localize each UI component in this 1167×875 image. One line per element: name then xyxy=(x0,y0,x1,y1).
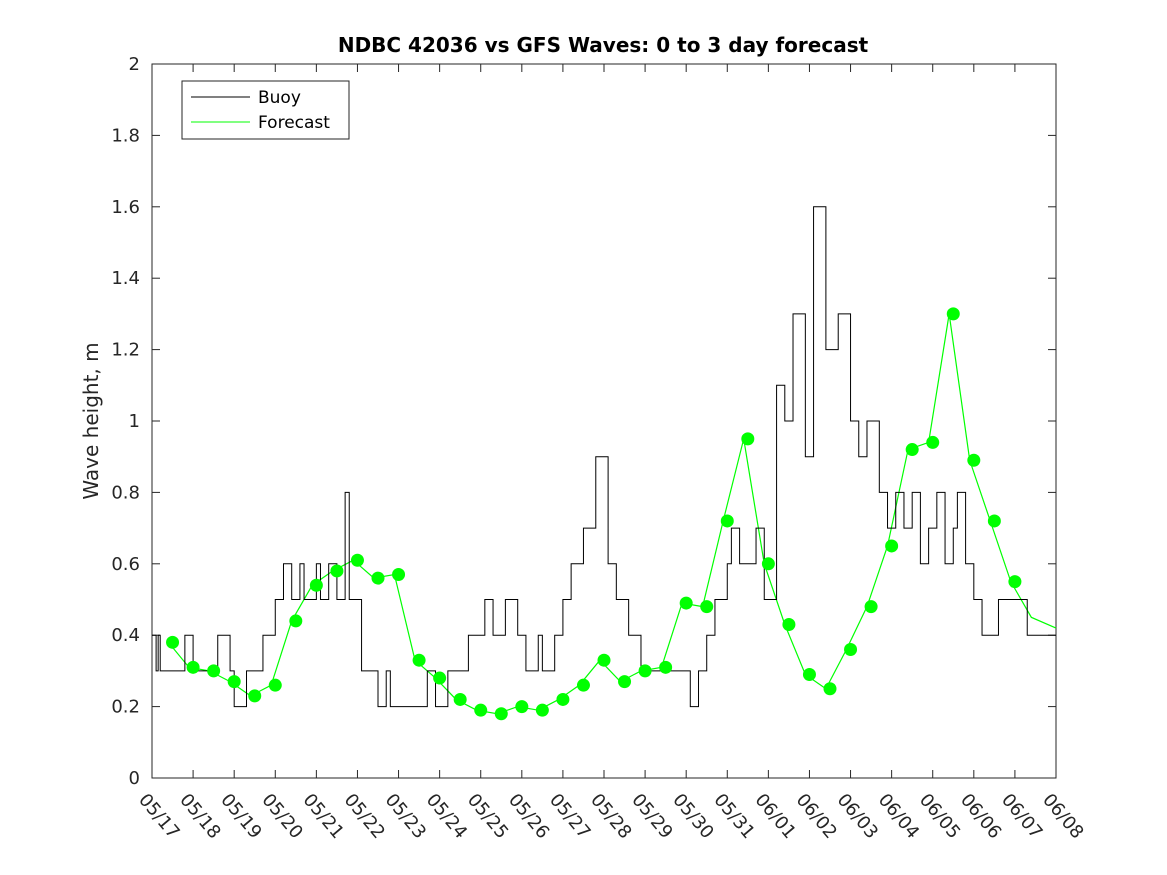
x-tick-label: 05/23 xyxy=(381,790,430,843)
forecast-marker xyxy=(330,564,344,578)
x-tick-label: 06/03 xyxy=(833,790,882,843)
x-tick-label: 05/29 xyxy=(627,790,676,843)
x-tick-label: 05/31 xyxy=(709,790,758,843)
forecast-marker xyxy=(535,703,549,717)
forecast-marker xyxy=(433,671,447,685)
x-tick-label: 06/05 xyxy=(915,790,964,843)
plot-frame xyxy=(151,63,1057,779)
legend-box xyxy=(181,80,350,140)
forecast-marker xyxy=(905,443,919,457)
forecast-marker xyxy=(926,435,940,449)
y-tick-label: 0.4 xyxy=(111,625,140,646)
chart-title: NDBC 42036 vs GFS Waves: 0 to 3 day fore… xyxy=(338,33,869,57)
forecast-marker xyxy=(392,568,406,582)
buoy-line xyxy=(152,206,1056,708)
x-tick-label: 05/30 xyxy=(668,790,717,843)
forecast-markers xyxy=(166,307,1022,721)
forecast-marker xyxy=(782,617,796,631)
forecast-marker xyxy=(371,571,385,585)
forecast-marker xyxy=(289,614,303,628)
forecast-marker xyxy=(309,578,323,592)
forecast-marker xyxy=(494,707,508,721)
forecast-marker xyxy=(597,653,611,667)
forecast-marker xyxy=(967,453,981,467)
y-axis: 0 0.2 0.4 0.6 0.8 1 1.2 1.4 1.6 1.8 2 xyxy=(111,54,1056,789)
forecast-marker xyxy=(186,660,200,674)
forecast-marker xyxy=(576,678,590,692)
forecast-marker xyxy=(453,692,467,706)
forecast-marker xyxy=(556,692,570,706)
forecast-marker xyxy=(638,664,652,678)
x-tick-label: 05/17 xyxy=(134,790,183,843)
y-tick-label: 1.6 xyxy=(111,197,140,218)
forecast-marker xyxy=(720,514,734,528)
y-tick-label: 1 xyxy=(129,411,140,432)
forecast-marker xyxy=(248,689,262,703)
forecast-marker xyxy=(844,642,858,656)
x-tick-label: 05/21 xyxy=(299,790,348,843)
forecast-marker xyxy=(515,700,529,714)
y-tick-label: 0.8 xyxy=(111,482,140,503)
x-tick-label: 06/04 xyxy=(874,790,923,843)
legend: Buoy Forecast xyxy=(181,80,350,140)
forecast-marker xyxy=(741,432,755,446)
forecast-marker xyxy=(268,678,282,692)
forecast-marker xyxy=(350,553,364,567)
y-tick-label: 2 xyxy=(129,54,140,75)
forecast-marker xyxy=(802,667,816,681)
y-tick-label: 1.4 xyxy=(111,268,140,289)
x-tick-label: 06/08 xyxy=(1038,790,1087,843)
y-tick-label: 1.2 xyxy=(111,340,140,361)
x-tick-label: 05/18 xyxy=(175,790,224,843)
forecast-marker xyxy=(885,539,899,553)
forecast-marker xyxy=(659,660,673,674)
forecast-marker xyxy=(946,307,960,321)
x-tick-label: 06/07 xyxy=(997,790,1046,843)
plot-area: 00.20.40.60.811.21.41.61.82 05/1705/1805… xyxy=(111,54,1087,843)
forecast-marker xyxy=(987,514,1001,528)
forecast-marker xyxy=(761,557,775,571)
legend-forecast-label: Forecast xyxy=(258,113,330,133)
forecast-marker xyxy=(207,664,221,678)
x-tick-label: 05/20 xyxy=(257,790,306,843)
y-tick-label: 0 xyxy=(129,768,140,789)
legend-buoy-label: Buoy xyxy=(258,88,301,108)
forecast-marker xyxy=(823,682,837,696)
forecast-marker xyxy=(864,600,878,614)
forecast-marker xyxy=(166,635,180,649)
x-tick-label: 05/24 xyxy=(422,790,471,843)
forecast-marker xyxy=(227,675,241,689)
x-tick-label: 05/25 xyxy=(463,790,512,843)
x-tick-label: 05/26 xyxy=(504,790,553,843)
buoy-series xyxy=(152,206,1056,708)
forecast-marker xyxy=(1008,575,1022,589)
x-tick-label: 05/27 xyxy=(545,790,594,843)
x-tick-label: 05/28 xyxy=(586,790,635,843)
y-tick-label: 0.2 xyxy=(111,697,140,718)
x-tick-label: 06/06 xyxy=(956,790,1005,843)
x-tick-label: 05/19 xyxy=(216,790,265,843)
forecast-marker xyxy=(474,703,488,717)
x-tick-label: 05/22 xyxy=(340,790,389,843)
forecast-marker xyxy=(679,596,693,610)
y-axis-label: Wave height, m xyxy=(79,342,103,499)
y-tick-label: 0.6 xyxy=(111,554,140,575)
forecast-marker xyxy=(618,675,632,689)
x-tick-label: 06/02 xyxy=(792,790,841,843)
x-tick-label: 06/01 xyxy=(751,790,800,843)
forecast-marker xyxy=(700,600,714,614)
y-tick-label: 1.8 xyxy=(111,125,140,146)
forecast-marker xyxy=(412,653,426,667)
